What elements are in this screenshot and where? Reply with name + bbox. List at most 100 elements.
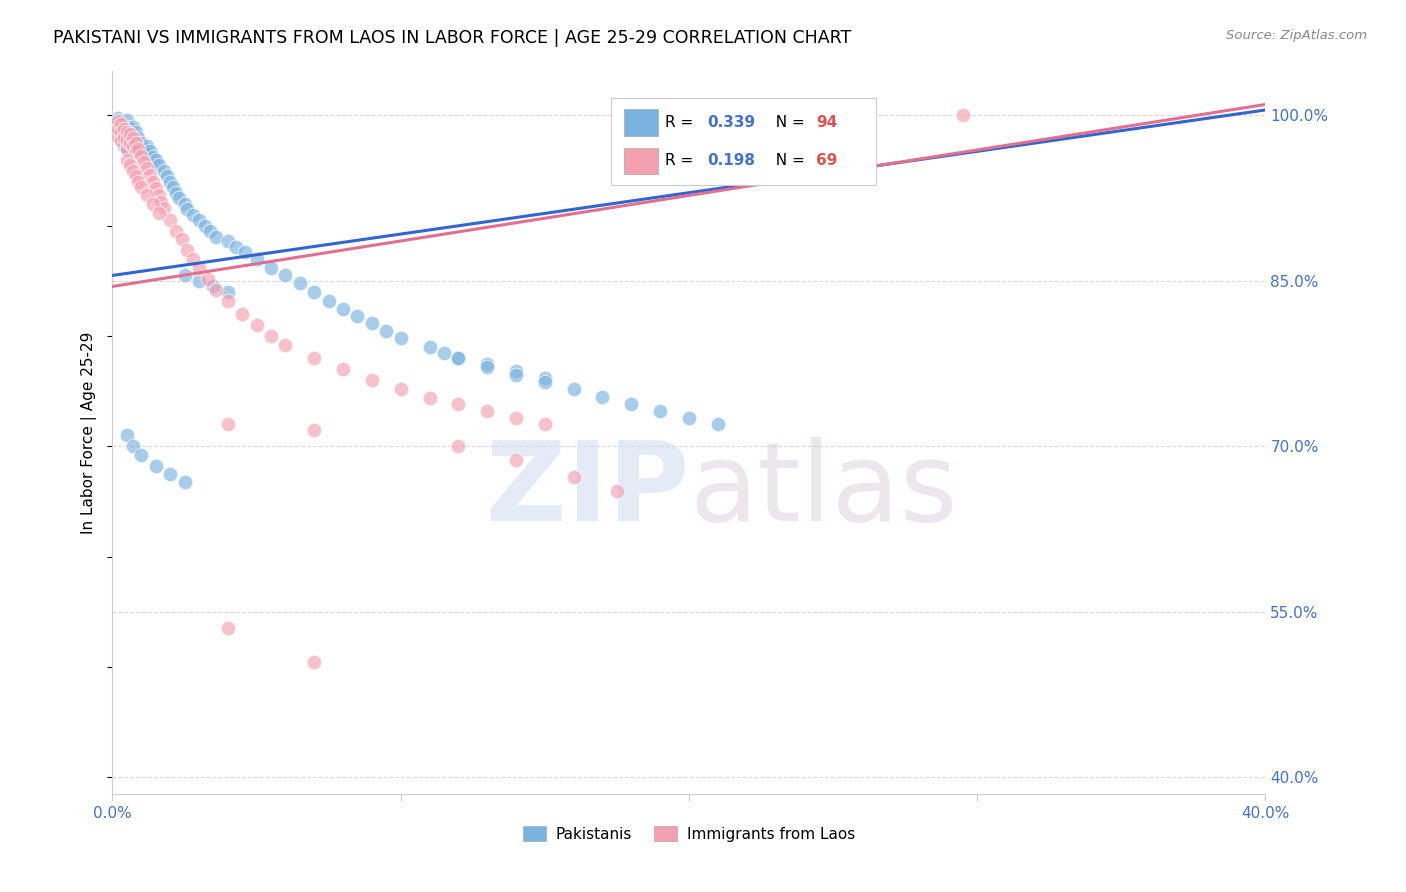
Text: Source: ZipAtlas.com: Source: ZipAtlas.com xyxy=(1226,29,1367,42)
Point xyxy=(475,357,499,371)
Point xyxy=(118,158,141,172)
Point xyxy=(419,391,441,405)
Point xyxy=(170,232,193,246)
Point xyxy=(129,180,153,194)
Point xyxy=(375,324,398,338)
Point xyxy=(110,121,132,136)
Point xyxy=(121,120,143,134)
Point xyxy=(159,467,181,481)
Point xyxy=(534,376,557,390)
Point xyxy=(124,125,146,139)
Text: N =: N = xyxy=(766,153,810,169)
Point xyxy=(534,371,557,385)
Point xyxy=(475,404,499,418)
Point xyxy=(112,130,135,145)
Point xyxy=(115,142,138,156)
Text: atlas: atlas xyxy=(689,437,957,544)
Point xyxy=(142,196,165,211)
Point xyxy=(246,318,269,332)
Point xyxy=(124,144,146,158)
Point xyxy=(110,125,132,139)
Point xyxy=(121,163,143,178)
Point xyxy=(124,133,146,147)
Point xyxy=(233,245,256,260)
Point xyxy=(188,274,211,288)
Point xyxy=(620,397,643,411)
Point xyxy=(134,142,156,156)
Point xyxy=(127,138,149,153)
Point xyxy=(260,329,283,343)
Point xyxy=(159,175,181,189)
Point xyxy=(360,316,382,330)
Point xyxy=(115,428,138,442)
Point xyxy=(136,161,159,176)
Point xyxy=(112,125,135,139)
Point xyxy=(115,134,138,148)
Point xyxy=(115,120,138,134)
Point xyxy=(139,144,162,158)
Point xyxy=(159,213,181,227)
Point xyxy=(118,121,141,136)
Point xyxy=(188,260,211,275)
Point xyxy=(505,368,527,382)
Legend: Pakistanis, Immigrants from Laos: Pakistanis, Immigrants from Laos xyxy=(517,820,860,847)
Point xyxy=(139,168,162,182)
Point xyxy=(173,268,195,283)
Point xyxy=(952,108,974,122)
Point xyxy=(115,133,138,147)
Point xyxy=(304,285,326,299)
Point xyxy=(121,130,143,145)
Point xyxy=(115,127,138,141)
Point xyxy=(121,439,143,453)
Point xyxy=(110,133,132,147)
Point xyxy=(304,655,326,669)
Text: PAKISTANI VS IMMIGRANTS FROM LAOS IN LABOR FORCE | AGE 25-29 CORRELATION CHART: PAKISTANI VS IMMIGRANTS FROM LAOS IN LAB… xyxy=(53,29,852,46)
Point xyxy=(112,117,135,131)
Point xyxy=(107,111,129,125)
Point xyxy=(110,117,132,131)
Point xyxy=(592,390,614,404)
Point xyxy=(173,475,195,489)
Point xyxy=(127,130,149,145)
Point xyxy=(110,114,132,128)
Point xyxy=(346,310,368,324)
Point xyxy=(148,188,170,202)
Point xyxy=(145,153,167,167)
Point xyxy=(217,293,239,308)
Point xyxy=(124,136,146,150)
Point xyxy=(104,120,127,134)
Point xyxy=(562,382,585,396)
Point xyxy=(534,417,557,432)
Point xyxy=(134,154,156,169)
Text: 0.198: 0.198 xyxy=(707,153,755,169)
Point xyxy=(197,271,219,285)
Point xyxy=(112,121,135,136)
Point xyxy=(112,133,135,147)
Point xyxy=(118,128,141,143)
Point xyxy=(136,147,159,161)
Point xyxy=(150,194,173,209)
Text: 94: 94 xyxy=(817,115,838,130)
Point xyxy=(274,338,297,352)
Point xyxy=(129,144,153,158)
Point xyxy=(173,196,195,211)
Point xyxy=(156,169,179,183)
Point xyxy=(217,285,239,299)
Point xyxy=(142,150,165,164)
Point xyxy=(104,128,127,143)
Point xyxy=(200,224,222,238)
Point xyxy=(332,362,354,376)
Point xyxy=(167,191,190,205)
Point xyxy=(389,331,412,345)
Point xyxy=(118,136,141,150)
Text: 69: 69 xyxy=(817,153,838,169)
Point xyxy=(145,181,167,195)
Text: N =: N = xyxy=(766,115,810,130)
Point xyxy=(475,359,499,374)
Point xyxy=(304,423,326,437)
Point xyxy=(225,240,247,254)
Point xyxy=(104,123,127,137)
Point xyxy=(136,139,159,153)
Text: ZIP: ZIP xyxy=(485,437,689,544)
Point xyxy=(118,136,141,150)
